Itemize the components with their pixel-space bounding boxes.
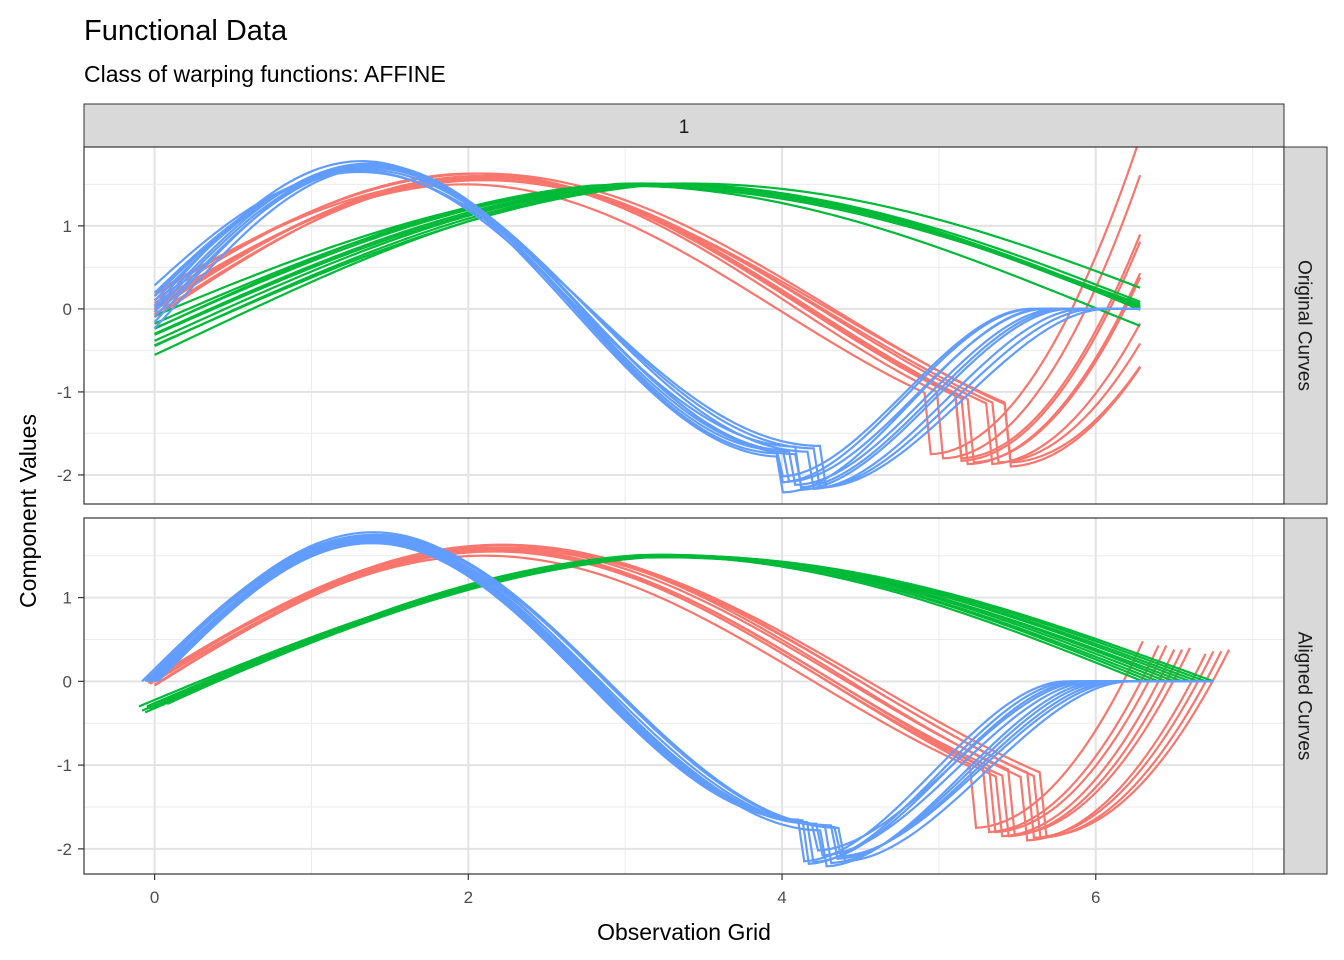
x-tick-label: 6: [1091, 888, 1100, 907]
chart-subtitle: Class of warping functions: AFFINE: [84, 61, 446, 87]
y-tick-label: -1: [57, 383, 72, 402]
curve-line: [149, 543, 1215, 840]
y-tick-label: -2: [57, 840, 72, 859]
curve-line: [153, 166, 1141, 478]
y-tick-label: 1: [63, 217, 72, 236]
y-axis-title: Component Values: [15, 414, 41, 608]
curve-line: [154, 182, 1141, 347]
y-tick-label: 0: [63, 672, 72, 691]
series-blue: [141, 531, 1214, 868]
x-axis: 0 2 4 6: [150, 874, 1100, 907]
curve-line: [154, 172, 1142, 466]
y-tick-label: 1: [63, 589, 72, 608]
panel-curves: [138, 531, 1231, 868]
curve-line: [154, 178, 1142, 464]
curve-line: [153, 174, 1142, 460]
y-axis: 1 0 -1 -2: [57, 217, 84, 485]
curve-line: [153, 539, 1159, 864]
row-strip-label: Aligned Curves: [1294, 632, 1315, 761]
x-tick-label: 0: [150, 888, 159, 907]
row-strip-box: [1283, 517, 1328, 875]
y-tick-label: -2: [57, 466, 72, 485]
x-tick-label: 4: [777, 888, 786, 907]
series-green: [138, 553, 1214, 714]
x-axis-title: Observation Grid: [597, 919, 771, 945]
series-green: [154, 182, 1141, 356]
y-axis: 1 0 -1 -2: [57, 589, 84, 859]
x-tick-label: 2: [464, 888, 473, 907]
curve-line: [149, 536, 1198, 861]
row-strip: Aligned Curves: [1283, 517, 1328, 875]
curve-line: [141, 533, 1214, 863]
column-strip-box: [83, 103, 1285, 148]
curve-line: [154, 147, 1139, 456]
panel-background: [84, 147, 1284, 504]
chart-title: Functional Data: [84, 15, 288, 47]
y-tick-label: 0: [63, 300, 72, 319]
series-red: [146, 543, 1231, 842]
curve-line: [154, 553, 1167, 709]
curve-line: [147, 531, 1183, 868]
column-strip: 1: [83, 103, 1285, 148]
row-strip: Original Curves: [1283, 146, 1328, 505]
panel-background: [84, 518, 1284, 874]
series-blue: [153, 160, 1141, 494]
row-strip-box: [1283, 146, 1328, 505]
curve-line: [153, 165, 1141, 491]
panel-curves: [153, 147, 1142, 494]
panel-grid: [84, 518, 1284, 874]
curve-line: [153, 160, 1141, 494]
column-strip-label: 1: [679, 117, 690, 138]
panel-aligned-curves: 1 0 -1 -2 Aligned Curves: [57, 517, 1328, 875]
curve-line: [154, 549, 1184, 838]
row-strip-label: Original Curves: [1294, 260, 1315, 391]
series-red: [153, 147, 1142, 468]
curve-line: [153, 164, 1141, 487]
y-tick-label: -1: [57, 756, 72, 775]
panel-original-curves: 1 0 -1 -2 Original Curves: [57, 146, 1328, 505]
curve-line: [144, 555, 1199, 714]
curve-line: [155, 541, 1151, 866]
